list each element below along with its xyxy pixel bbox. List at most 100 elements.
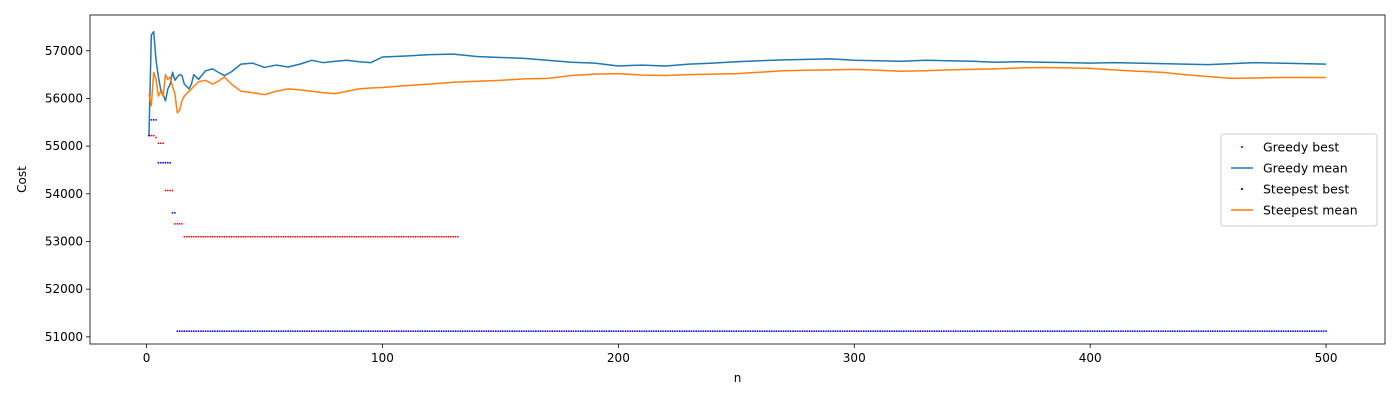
data-point [409,235,412,238]
data-point [700,330,702,333]
legend-marker-swatch [1240,145,1244,149]
data-point [251,330,254,333]
data-point [334,235,337,238]
data-point [240,235,242,238]
data-point [810,330,813,333]
data-point [1200,330,1202,333]
data-point [379,235,382,238]
data-point [976,330,978,333]
y-axis-label: Cost [15,166,29,193]
data-point [398,330,400,333]
data-point [320,330,323,333]
data-point [402,330,405,333]
data-point [924,330,926,333]
data-point [780,330,783,333]
data-point [643,330,646,333]
legend-label: Greedy best [1263,140,1339,155]
data-point [671,330,674,333]
data-point [1143,330,1146,333]
data-point [721,330,724,333]
data-point [1176,330,1179,333]
data-point [534,330,537,333]
data-point [332,330,334,333]
data-point [544,330,547,333]
series-greedy-best [148,134,459,238]
data-point [1292,330,1294,333]
data-point [419,330,422,333]
data-point [1303,330,1306,333]
data-point [792,330,794,333]
data-point [770,330,773,333]
data-point [303,235,306,238]
data-point [862,330,865,333]
data-point [261,330,264,333]
data-point [603,330,606,333]
data-point [740,330,742,333]
data-point [1063,330,1066,333]
data-point [796,330,799,333]
data-point [881,330,884,333]
data-point [992,330,995,333]
data-point [909,330,912,333]
data-point [428,235,431,238]
legend-label: Greedy mean [1263,161,1348,176]
data-point [1188,330,1191,333]
legend-item: Greedy mean [1231,161,1348,176]
data-point [249,330,252,333]
data-point [1030,330,1033,333]
data-point [379,330,382,333]
data-point [1233,330,1235,333]
data-point [537,330,540,333]
data-point [317,235,320,238]
data-point [273,330,275,333]
data-point [1122,330,1125,333]
data-point [622,330,624,333]
data-point [1280,330,1283,333]
data-point [928,330,931,333]
data-point [336,235,339,238]
data-point [214,235,216,238]
data-point [766,330,768,333]
data-point [716,330,719,333]
data-point [803,330,806,333]
data-point [155,119,157,121]
data-point [957,330,959,333]
data-point [980,330,983,333]
data-point [294,330,297,333]
data-point [567,330,570,333]
data-point [355,330,358,333]
data-point [1197,330,1200,333]
data-point [454,235,457,238]
data-point [277,235,280,238]
data-point [166,189,169,192]
data-point [492,330,495,333]
data-point [1091,330,1094,333]
data-point [846,330,849,333]
data-point [485,330,488,333]
data-point [459,330,462,333]
data-point [228,330,231,333]
data-point [421,330,424,333]
axes: 0 100 200 300 400 500 51000 52000 53000 54000 5500… [45,14,1386,365]
data-point [367,330,370,333]
data-point [1226,330,1228,333]
data-point [586,330,589,333]
data-point [841,330,844,333]
data-point [341,235,344,238]
data-point [270,235,273,238]
data-point [478,330,481,333]
data-point [431,330,433,333]
data-point [315,330,318,333]
data-point [254,330,257,333]
data-point [530,330,532,333]
data-point [1240,330,1243,333]
data-point [322,235,325,238]
data-point [987,330,990,333]
y-tick-label: 51000 [45,330,83,344]
data-point [1086,330,1089,333]
data-point [1105,330,1108,333]
data-point [322,330,325,333]
data-point [320,235,323,238]
data-point [346,235,349,238]
data-point [393,235,396,238]
